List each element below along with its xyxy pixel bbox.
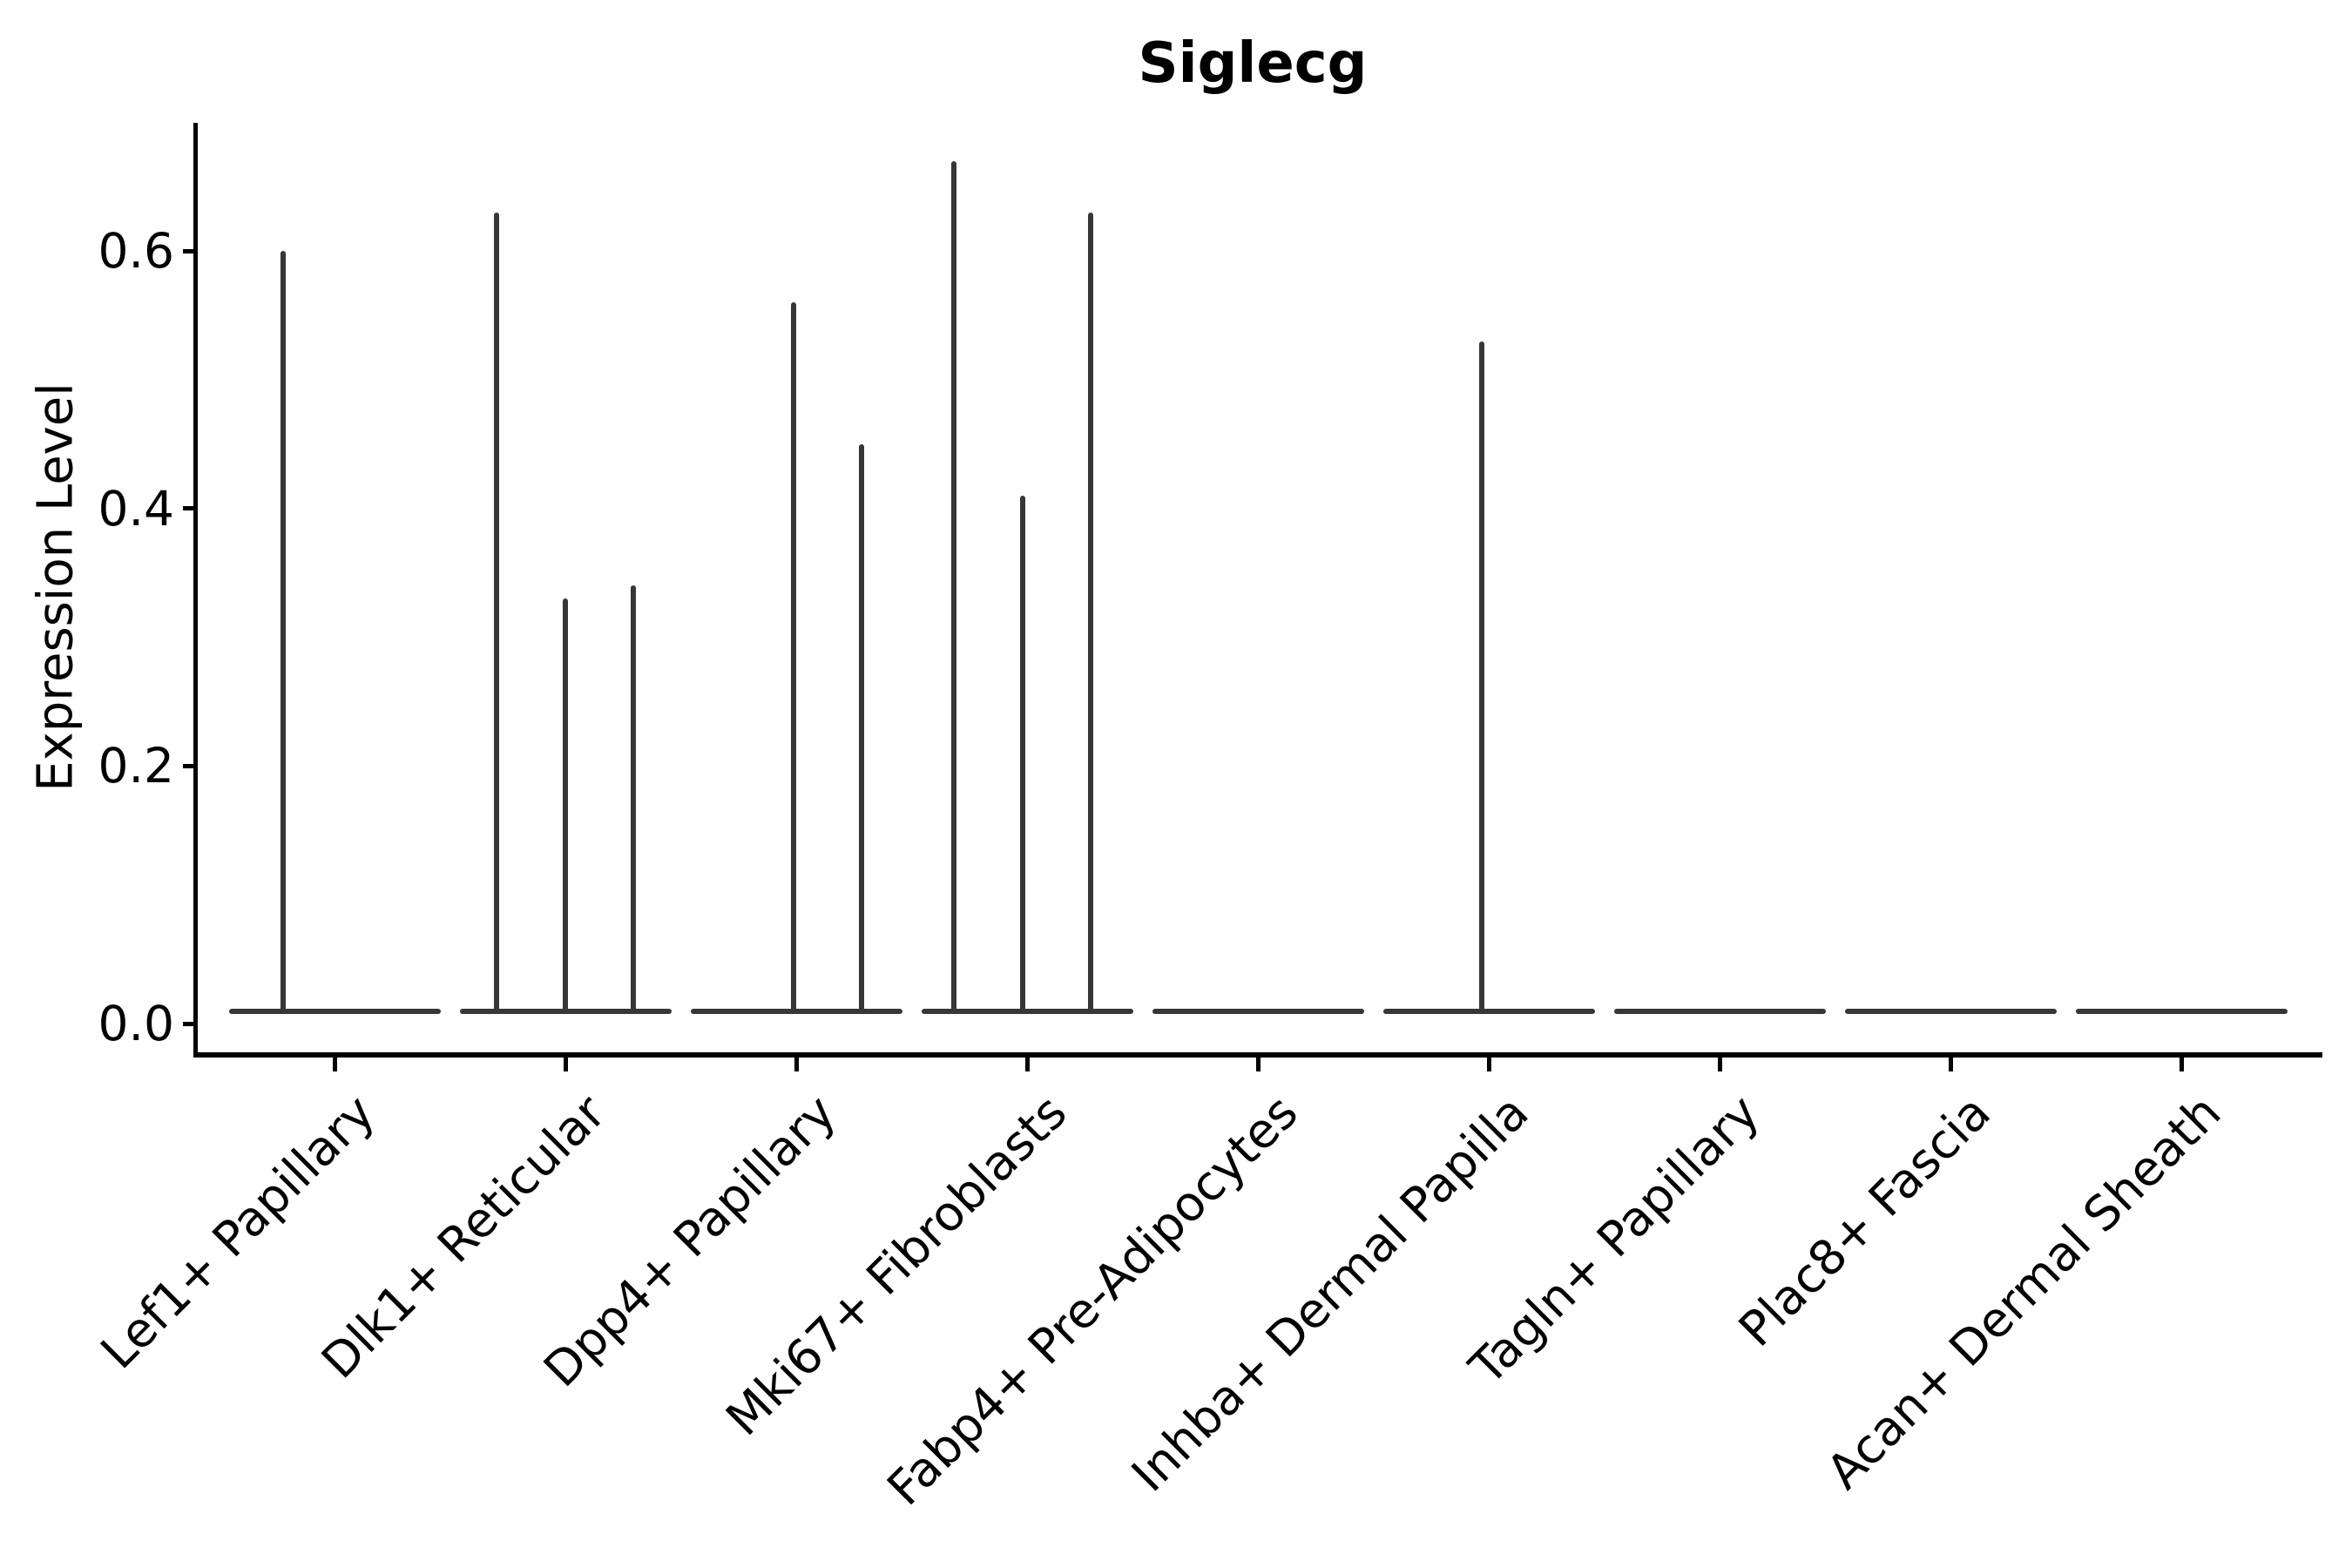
violin-spike xyxy=(1479,341,1484,1014)
x-tick-mark xyxy=(1255,1058,1260,1071)
x-tick-mark xyxy=(332,1058,337,1071)
violin-body xyxy=(1382,1009,1595,1014)
y-tick-mark xyxy=(183,506,194,511)
violin-spike xyxy=(563,598,568,1014)
x-tick-mark xyxy=(2179,1058,2184,1071)
y-tick-label: 0.4 xyxy=(98,480,174,537)
y-axis-label: Expression Level xyxy=(27,382,84,792)
y-tick-mark xyxy=(183,763,194,768)
x-axis-spine xyxy=(193,1052,2322,1058)
y-tick-mark xyxy=(183,1021,194,1026)
y-tick-label: 0.6 xyxy=(98,223,174,280)
x-tick-mark xyxy=(794,1058,799,1071)
violin-spike xyxy=(859,443,864,1014)
violin-spike xyxy=(494,212,499,1014)
x-tick-label: Fabp4+ Pre-Adipocytes xyxy=(876,1084,1308,1517)
x-tick-label: Acan+ Dermal Sheath xyxy=(1815,1084,2232,1500)
violin-body xyxy=(1152,1009,1364,1014)
x-tick-mark xyxy=(1024,1058,1030,1071)
x-tick-mark xyxy=(1948,1058,1953,1071)
violin-spike xyxy=(280,251,286,1014)
x-tick-mark xyxy=(1486,1058,1491,1071)
violin-spike xyxy=(791,302,796,1014)
violin-body xyxy=(228,1009,441,1014)
violin-spike xyxy=(1020,495,1025,1014)
violin-body xyxy=(690,1009,902,1014)
y-tick-label: 0.2 xyxy=(98,738,174,794)
y-tick-mark xyxy=(183,248,194,253)
y-tick-label: 0.0 xyxy=(98,996,174,1051)
x-tick-mark xyxy=(563,1058,568,1071)
x-tick-label: Inhba+ Dermal Papilla xyxy=(1120,1084,1539,1503)
violin-spike xyxy=(1088,212,1093,1014)
violin-body xyxy=(2075,1009,2288,1014)
violin-spike xyxy=(951,160,956,1014)
violin-spike xyxy=(631,585,636,1014)
violin-body xyxy=(1613,1009,1826,1014)
plot-title: Siglecg xyxy=(1138,31,1368,96)
violin-body xyxy=(921,1009,1133,1014)
y-axis-spine xyxy=(193,123,198,1058)
violin-body xyxy=(1844,1009,2057,1014)
x-tick-mark xyxy=(1717,1058,1722,1071)
